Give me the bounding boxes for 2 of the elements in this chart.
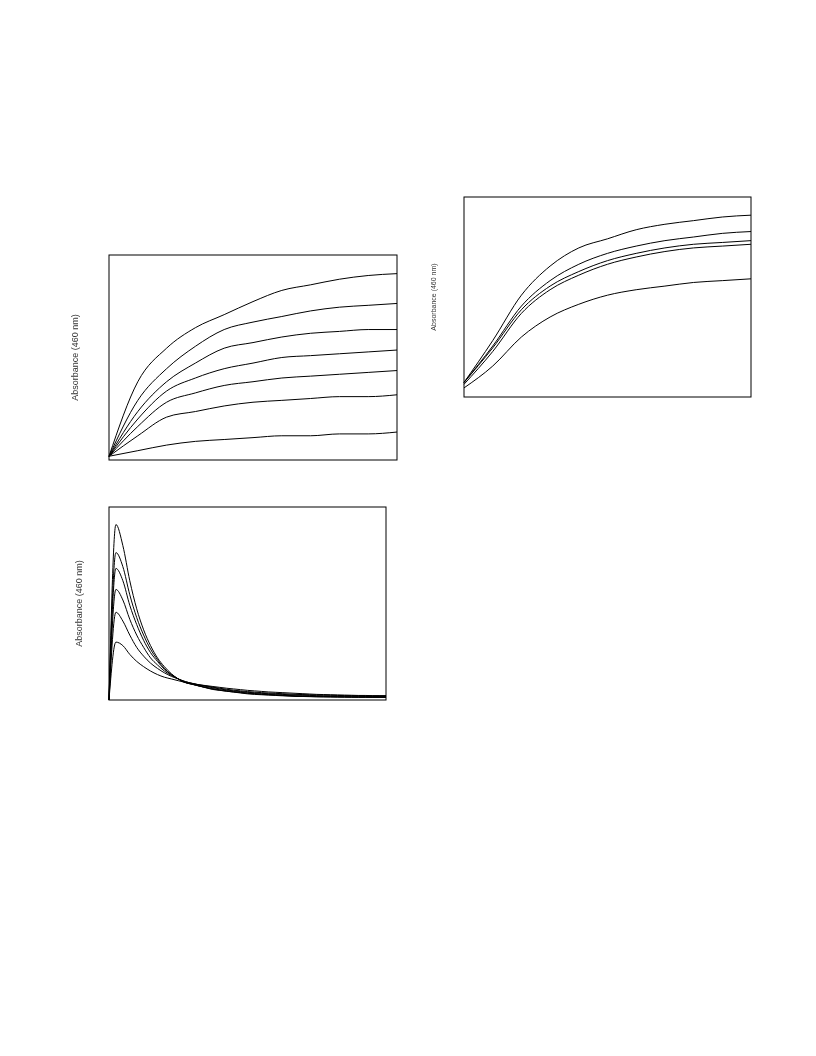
y-axis-title: Absorbance (460 nm) (70, 314, 80, 401)
y-axis-title: Absorbance (460 nm) (74, 560, 84, 647)
